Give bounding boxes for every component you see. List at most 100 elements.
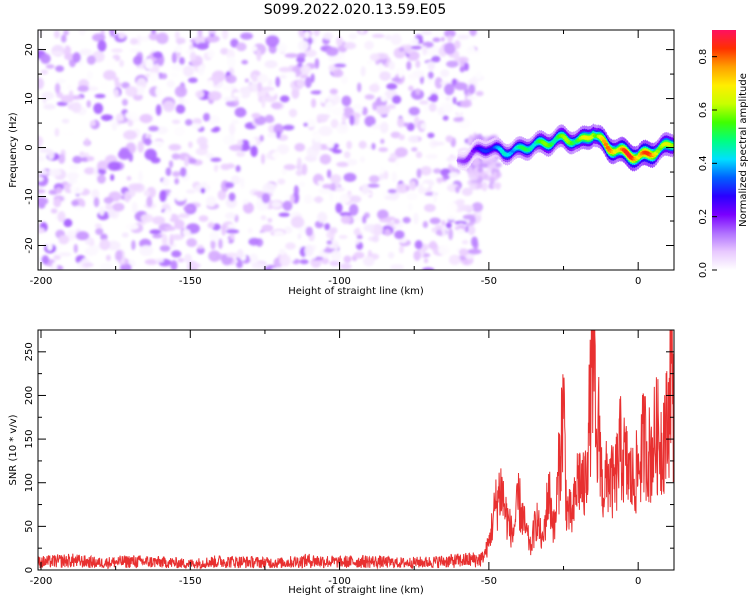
noise-blob bbox=[495, 171, 502, 179]
colorbar: 0.0 0.2 0.4 0.6 0.8 Normalized spectral ampl… bbox=[698, 30, 749, 278]
noise-blob bbox=[191, 123, 202, 130]
noise-blob bbox=[283, 164, 296, 171]
noise-blob bbox=[398, 47, 405, 52]
noise-blob bbox=[394, 230, 405, 240]
noise-blob bbox=[99, 262, 114, 270]
noise-blob bbox=[57, 211, 66, 223]
noise-blob bbox=[261, 96, 266, 109]
noise-blob bbox=[256, 73, 269, 84]
ridge-segment bbox=[469, 152, 474, 156]
y-tick-label: 100 bbox=[24, 473, 35, 492]
noise-blob bbox=[379, 121, 389, 134]
noise-blob bbox=[152, 216, 166, 225]
noise-blob bbox=[379, 173, 384, 181]
noise-blob bbox=[484, 169, 491, 175]
noise-blob bbox=[394, 158, 400, 168]
x-tick-label: -150 bbox=[179, 576, 202, 587]
noise-blob bbox=[297, 40, 310, 52]
noise-blob bbox=[408, 106, 420, 116]
x-tick-label: -50 bbox=[481, 276, 497, 287]
noise-blob bbox=[385, 216, 396, 221]
noise-blob bbox=[295, 169, 303, 176]
noise-blob bbox=[407, 73, 418, 80]
noise-blob bbox=[456, 228, 465, 235]
noise-blob bbox=[38, 77, 45, 90]
noise-blob bbox=[393, 218, 400, 225]
noise-blob bbox=[462, 214, 476, 220]
noise-blob bbox=[133, 248, 139, 261]
noise-blob bbox=[251, 73, 258, 83]
noise-blob bbox=[171, 119, 181, 125]
noise-blob bbox=[439, 92, 445, 99]
noise-blob bbox=[251, 112, 261, 119]
noise-blob bbox=[259, 134, 264, 142]
noise-blob bbox=[183, 253, 192, 264]
noise-blob bbox=[398, 68, 403, 79]
noise-blob bbox=[40, 69, 49, 75]
noise-blob bbox=[276, 144, 290, 155]
noise-blob bbox=[228, 192, 236, 202]
noise-blob bbox=[260, 153, 266, 165]
noise-blob bbox=[189, 51, 197, 61]
noise-blob bbox=[131, 201, 138, 214]
noise-blob bbox=[146, 196, 153, 208]
noise-blob bbox=[343, 172, 357, 183]
noise-blob bbox=[226, 252, 238, 258]
noise-blob bbox=[391, 171, 397, 183]
noise-blob bbox=[210, 157, 222, 162]
noise-blob bbox=[409, 37, 419, 45]
noise-blob bbox=[260, 215, 267, 221]
noise-blob bbox=[424, 101, 429, 114]
noise-blob bbox=[187, 157, 197, 164]
noise-blob bbox=[364, 115, 376, 127]
noise-blob bbox=[317, 211, 328, 223]
noise-blob bbox=[257, 81, 263, 92]
noise-blob bbox=[335, 202, 343, 214]
noise-blob bbox=[384, 228, 391, 237]
y-tick-label: 10 bbox=[24, 92, 35, 105]
noise-blob bbox=[196, 42, 209, 50]
noise-blob bbox=[110, 174, 115, 181]
noise-blob bbox=[276, 131, 281, 139]
noise-blob bbox=[299, 259, 309, 265]
noise-blob bbox=[355, 239, 360, 245]
noise-blob bbox=[434, 224, 443, 231]
noise-blob bbox=[446, 60, 459, 68]
noise-blob bbox=[38, 176, 44, 182]
noise-blob bbox=[196, 246, 205, 255]
noise-blob bbox=[357, 82, 362, 93]
noise-blob bbox=[468, 165, 473, 175]
noise-blob bbox=[338, 234, 348, 239]
noise-blob bbox=[323, 32, 334, 40]
noise-blob bbox=[209, 231, 219, 242]
noise-blob bbox=[311, 143, 322, 151]
noise-blob bbox=[440, 69, 450, 78]
noise-blob bbox=[305, 49, 317, 58]
noise-blob bbox=[79, 48, 92, 56]
noise-blob bbox=[73, 243, 78, 254]
noise-blob bbox=[293, 185, 299, 196]
noise-blob bbox=[173, 43, 188, 54]
noise-blob bbox=[43, 103, 56, 110]
noise-blob bbox=[72, 155, 83, 164]
snr-y-ticks: 0 50 100 150 200 250 bbox=[24, 329, 674, 573]
noise-blob bbox=[98, 206, 105, 216]
noise-blob bbox=[47, 149, 55, 160]
noise-blob bbox=[410, 45, 422, 50]
noise-blob bbox=[380, 138, 385, 144]
noise-blob bbox=[171, 153, 181, 160]
snr-y-label: SNR (10 * v/v) bbox=[8, 414, 19, 485]
noise-blob bbox=[422, 267, 435, 270]
noise-blob bbox=[256, 49, 262, 62]
noise-blob bbox=[282, 124, 295, 131]
noise-blob bbox=[409, 180, 417, 191]
noise-blob bbox=[304, 194, 313, 204]
noise-blob bbox=[334, 63, 347, 68]
figure-title: S099.2022.020.13.59.E05 bbox=[263, 2, 447, 18]
noise-blob bbox=[278, 248, 286, 256]
noise-blob bbox=[38, 155, 46, 162]
noise-blob bbox=[454, 220, 468, 225]
noise-blob bbox=[132, 55, 143, 66]
noise-blob bbox=[149, 229, 162, 235]
noise-blob bbox=[408, 85, 414, 92]
